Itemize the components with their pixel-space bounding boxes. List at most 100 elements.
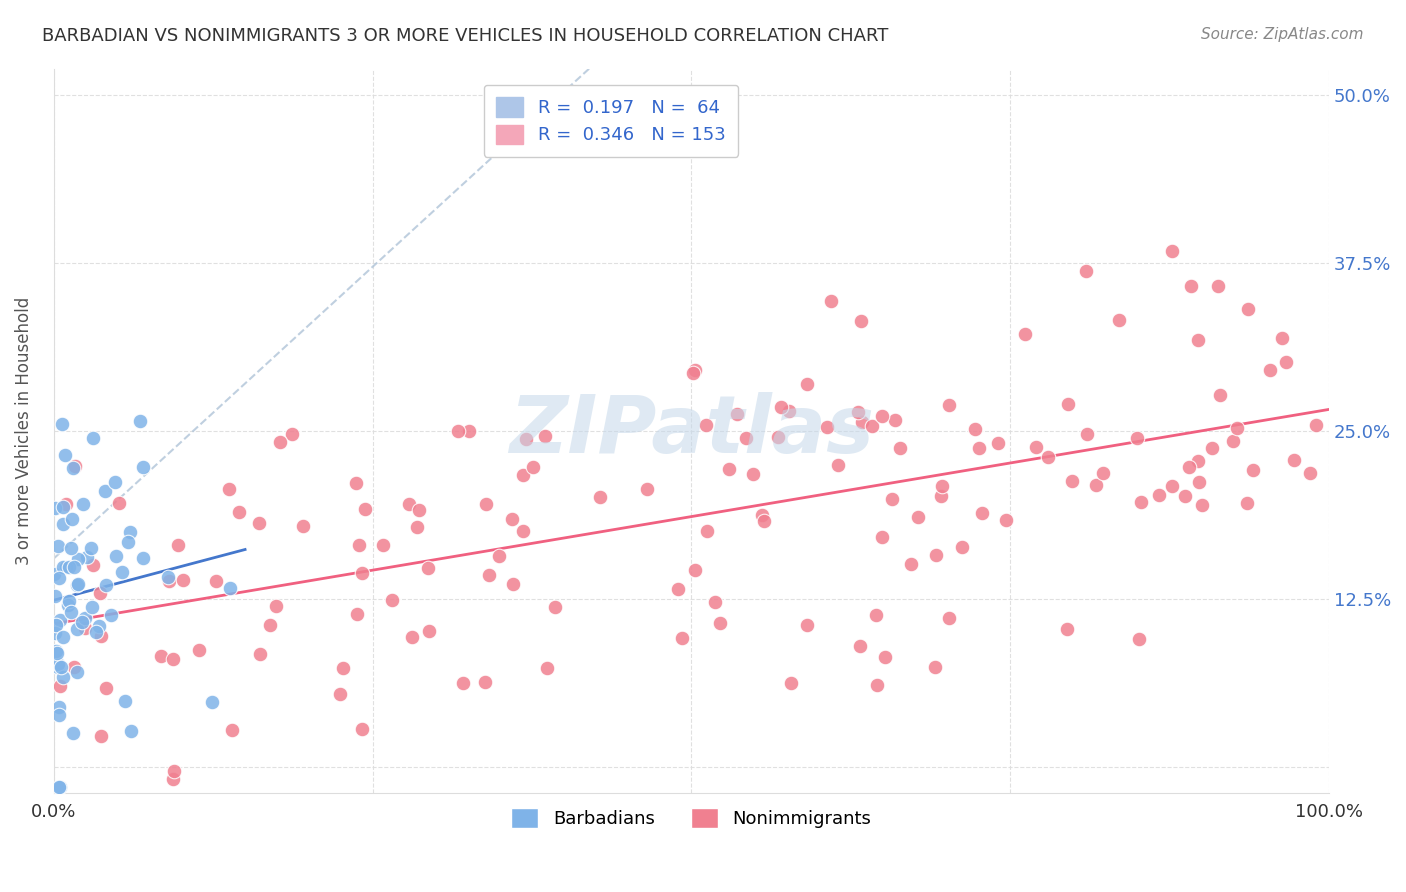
Point — [166, 538, 188, 552]
Point — [280, 426, 302, 441]
Point — [796, 377, 818, 392]
Point — [46, 659, 69, 673]
Point — [94, 578, 117, 592]
Text: BARBADIAN VS NONIMMIGRANTS 3 OR MORE VEHICLES IN HOUSEHOLD CORRELATION CHART: BARBADIAN VS NONIMMIGRANTS 3 OR MORE VEH… — [42, 27, 889, 45]
Point — [780, 675, 803, 690]
Point — [104, 475, 127, 490]
Point — [228, 505, 250, 519]
Point — [291, 518, 314, 533]
Point — [950, 541, 973, 555]
Point — [938, 610, 960, 624]
Point — [1161, 478, 1184, 492]
Point — [80, 541, 103, 555]
Point — [1125, 432, 1147, 446]
Point — [94, 681, 117, 695]
Point — [709, 615, 731, 630]
Point — [1222, 434, 1244, 448]
Point — [963, 422, 986, 436]
Point — [683, 363, 706, 377]
Point — [46, 647, 69, 661]
Point — [1149, 488, 1171, 502]
Point — [815, 420, 838, 434]
Point — [73, 621, 96, 635]
Point — [45, 644, 67, 658]
Point — [398, 497, 420, 511]
Point — [938, 398, 960, 412]
Point — [589, 490, 612, 504]
Point — [924, 660, 946, 674]
Point — [46, 539, 69, 553]
Point — [66, 623, 89, 637]
Point — [49, 613, 72, 627]
Point — [666, 582, 689, 596]
Point — [111, 565, 134, 579]
Point — [1299, 466, 1322, 480]
Point — [907, 509, 929, 524]
Point — [84, 624, 107, 639]
Y-axis label: 3 or more Vehicles in Household: 3 or more Vehicles in Household — [15, 297, 32, 565]
Point — [172, 574, 194, 588]
Point — [671, 631, 693, 645]
Point — [1188, 475, 1211, 490]
Point — [58, 559, 80, 574]
Point — [62, 461, 84, 475]
Point — [1236, 496, 1258, 510]
Point — [269, 435, 291, 450]
Point — [82, 558, 104, 572]
Point — [332, 661, 354, 675]
Point — [925, 548, 948, 562]
Point — [478, 567, 501, 582]
Point — [1057, 397, 1080, 411]
Point — [90, 729, 112, 743]
Point — [44, 500, 66, 515]
Point — [768, 429, 790, 443]
Point — [987, 436, 1010, 450]
Point — [201, 695, 224, 709]
Point — [55, 559, 77, 574]
Point — [447, 425, 470, 439]
Point — [865, 608, 887, 623]
Point — [457, 424, 479, 438]
Point — [62, 726, 84, 740]
Point — [128, 414, 150, 428]
Point — [849, 639, 872, 653]
Point — [221, 723, 243, 738]
Point — [1271, 330, 1294, 344]
Point — [89, 586, 111, 600]
Point — [48, 780, 70, 794]
Point — [769, 400, 792, 414]
Point — [703, 594, 725, 608]
Point — [52, 669, 75, 683]
Point — [401, 630, 423, 644]
Point — [51, 417, 73, 431]
Point — [1108, 313, 1130, 327]
Point — [1161, 244, 1184, 258]
Point — [682, 366, 704, 380]
Point — [475, 497, 498, 511]
Point — [66, 665, 89, 679]
Point — [62, 660, 84, 674]
Point — [58, 593, 80, 607]
Point — [1084, 478, 1107, 492]
Point — [994, 513, 1017, 527]
Point — [512, 468, 534, 483]
Point — [48, 571, 70, 585]
Point — [502, 577, 524, 591]
Point — [157, 574, 180, 589]
Point — [474, 675, 496, 690]
Point — [636, 482, 658, 496]
Point — [89, 619, 111, 633]
Point — [1060, 474, 1083, 488]
Point — [752, 514, 775, 528]
Point — [820, 294, 842, 309]
Point — [44, 567, 66, 582]
Point — [718, 462, 741, 476]
Point — [247, 516, 270, 531]
Point — [533, 429, 555, 443]
Point — [162, 772, 184, 786]
Point — [1191, 498, 1213, 512]
Point — [751, 508, 773, 523]
Point — [157, 570, 180, 584]
Point — [352, 566, 374, 580]
Point — [381, 592, 404, 607]
